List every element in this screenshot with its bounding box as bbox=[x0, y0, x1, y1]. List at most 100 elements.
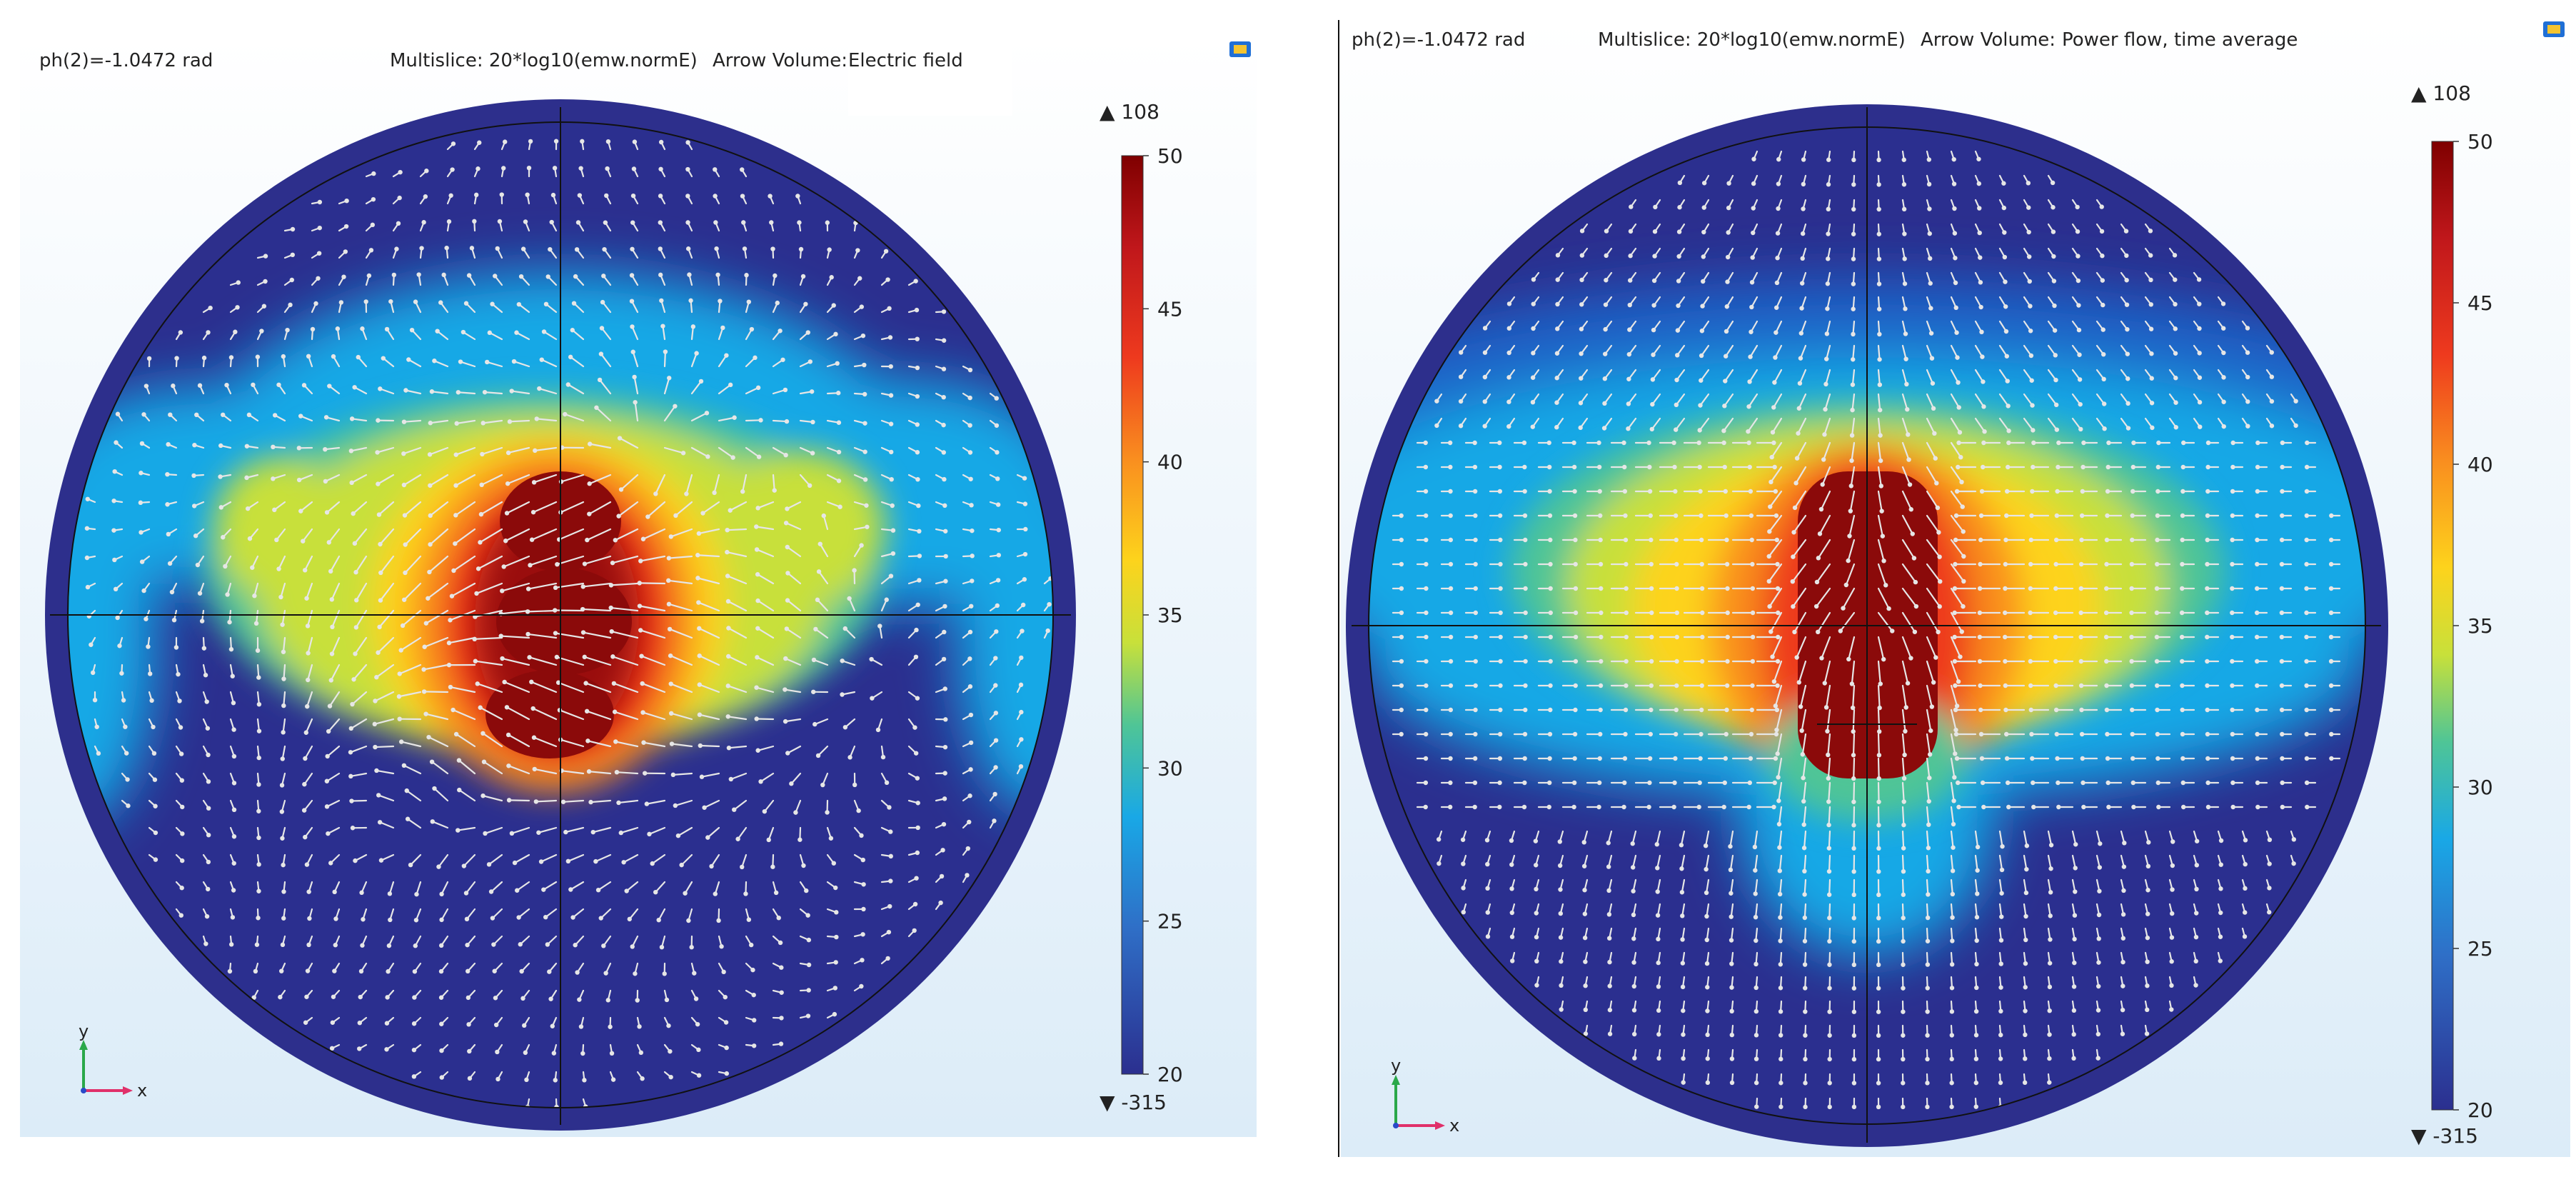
field-arrow bbox=[403, 501, 422, 516]
field-arrow-head bbox=[595, 887, 601, 893]
field-arrow-head bbox=[527, 655, 532, 660]
field-arrow-head bbox=[1931, 406, 1936, 411]
field-arrow bbox=[718, 446, 734, 459]
field-arrow-head bbox=[889, 449, 894, 455]
field-arrow bbox=[404, 555, 422, 574]
field-arrow-head bbox=[770, 864, 775, 869]
field-arrow-head bbox=[608, 583, 614, 588]
field-arrow-head bbox=[360, 943, 365, 948]
field-arrow-head bbox=[783, 656, 788, 661]
field-arrow-head bbox=[303, 756, 308, 761]
field-domain-disc bbox=[1346, 104, 2388, 1147]
field-arrow-head bbox=[1901, 1009, 1906, 1014]
field-arrow-head bbox=[831, 303, 836, 308]
field-arrow bbox=[1926, 417, 1936, 434]
field-arrow-head bbox=[523, 1050, 528, 1056]
field-arrow bbox=[1974, 417, 1986, 433]
field-arrow-head bbox=[852, 782, 857, 788]
field-arrow-head bbox=[1579, 376, 1584, 381]
field-arrow-head bbox=[582, 654, 587, 660]
field-arrow-head bbox=[969, 603, 974, 608]
field-arrow-head bbox=[2005, 780, 2011, 786]
field-arrow-head bbox=[1841, 606, 1846, 611]
field-arrow-head bbox=[1461, 861, 1466, 866]
field-arrow-head bbox=[943, 554, 948, 559]
field-arrow-head bbox=[1953, 727, 1958, 733]
field-arrow bbox=[465, 881, 476, 894]
field-arrow-head bbox=[2006, 804, 2011, 810]
field-arrow bbox=[1998, 417, 2010, 432]
field-arrow-head bbox=[658, 272, 663, 278]
field-arrow-head bbox=[888, 829, 893, 834]
field-arrow-head bbox=[834, 934, 839, 940]
field-arrow bbox=[1848, 514, 1856, 537]
field-arrow-head bbox=[178, 330, 183, 335]
field-arrow-head bbox=[638, 628, 643, 633]
field-arrow-head bbox=[550, 1023, 555, 1028]
field-arrow bbox=[2047, 830, 2053, 846]
field-arrow-head bbox=[568, 887, 573, 892]
field-arrow-head bbox=[1656, 960, 1661, 966]
field-arrow-head bbox=[1699, 353, 1704, 359]
field-arrow-head bbox=[2048, 866, 2053, 871]
field-arrow-head bbox=[1846, 656, 1851, 662]
field-arrow-head bbox=[1925, 1056, 1930, 1062]
field-arrow-head bbox=[2267, 837, 2273, 843]
field-arrow-head bbox=[633, 400, 638, 405]
field-arrow bbox=[745, 419, 762, 422]
field-arrow-head bbox=[539, 357, 544, 362]
camera-icon[interactable] bbox=[1229, 41, 1251, 57]
field-arrow bbox=[618, 501, 639, 517]
camera-icon[interactable] bbox=[2543, 21, 2565, 37]
field-arrow-head bbox=[1653, 204, 1658, 210]
field-arrow bbox=[474, 609, 503, 618]
field-arrow-head bbox=[92, 697, 98, 703]
field-arrow-head bbox=[371, 171, 376, 176]
field-arrow-head bbox=[695, 576, 700, 581]
field-arrow-head bbox=[2154, 658, 2160, 664]
field-arrow-head bbox=[1911, 556, 1917, 561]
legend-min-marker: ▼ -315 bbox=[2411, 1124, 2478, 1148]
field-arrow-head bbox=[256, 728, 262, 733]
field-arrow-head bbox=[668, 1048, 673, 1054]
field-arrow-head bbox=[1604, 253, 1609, 259]
field-arrow-head bbox=[1704, 890, 1709, 896]
field-arrow bbox=[785, 718, 802, 723]
field-arrow-head bbox=[263, 254, 268, 259]
field-arrow bbox=[280, 582, 286, 598]
field-arrow-head bbox=[1826, 157, 1831, 162]
field-arrow-head bbox=[1673, 756, 1678, 761]
field-arrow-head bbox=[422, 644, 427, 649]
field-arrow-head bbox=[1927, 752, 1933, 757]
field-arrow-head bbox=[1775, 683, 1780, 688]
field-arrow-head bbox=[598, 351, 604, 356]
field-arrow-head bbox=[1546, 804, 1551, 810]
field-arrow-head bbox=[2328, 683, 2334, 688]
field-arrow-head bbox=[618, 830, 623, 836]
field-arrow-head bbox=[231, 700, 236, 706]
field-arrow bbox=[1817, 539, 1831, 559]
field-arrow-head bbox=[1876, 729, 1882, 734]
field-arrow-head bbox=[1953, 731, 1959, 737]
field-arrow-head bbox=[713, 194, 718, 199]
field-arrow-head bbox=[1851, 256, 1856, 261]
field-arrow-head bbox=[1677, 205, 1682, 210]
field-arrow-head bbox=[1850, 382, 1856, 387]
field-arrow-head bbox=[658, 246, 663, 251]
field-arrow-head bbox=[810, 419, 815, 425]
field-arrow-head bbox=[2004, 489, 2010, 494]
field-arrow-head bbox=[1876, 846, 1881, 851]
field-arrow-head bbox=[2129, 610, 2134, 616]
field-arrow-head bbox=[1901, 938, 1906, 944]
field-arrow bbox=[670, 683, 693, 693]
field-arrow-head bbox=[298, 414, 303, 419]
field-arrow-head bbox=[533, 448, 538, 454]
field-arrow-head bbox=[1928, 256, 1933, 261]
field-arrow-head bbox=[690, 324, 696, 329]
field-arrow-head bbox=[305, 623, 311, 628]
field-arrow-head bbox=[2279, 537, 2285, 543]
field-arrow-head bbox=[728, 382, 733, 388]
field-arrow-head bbox=[865, 524, 870, 529]
field-arrow bbox=[1828, 806, 1831, 826]
